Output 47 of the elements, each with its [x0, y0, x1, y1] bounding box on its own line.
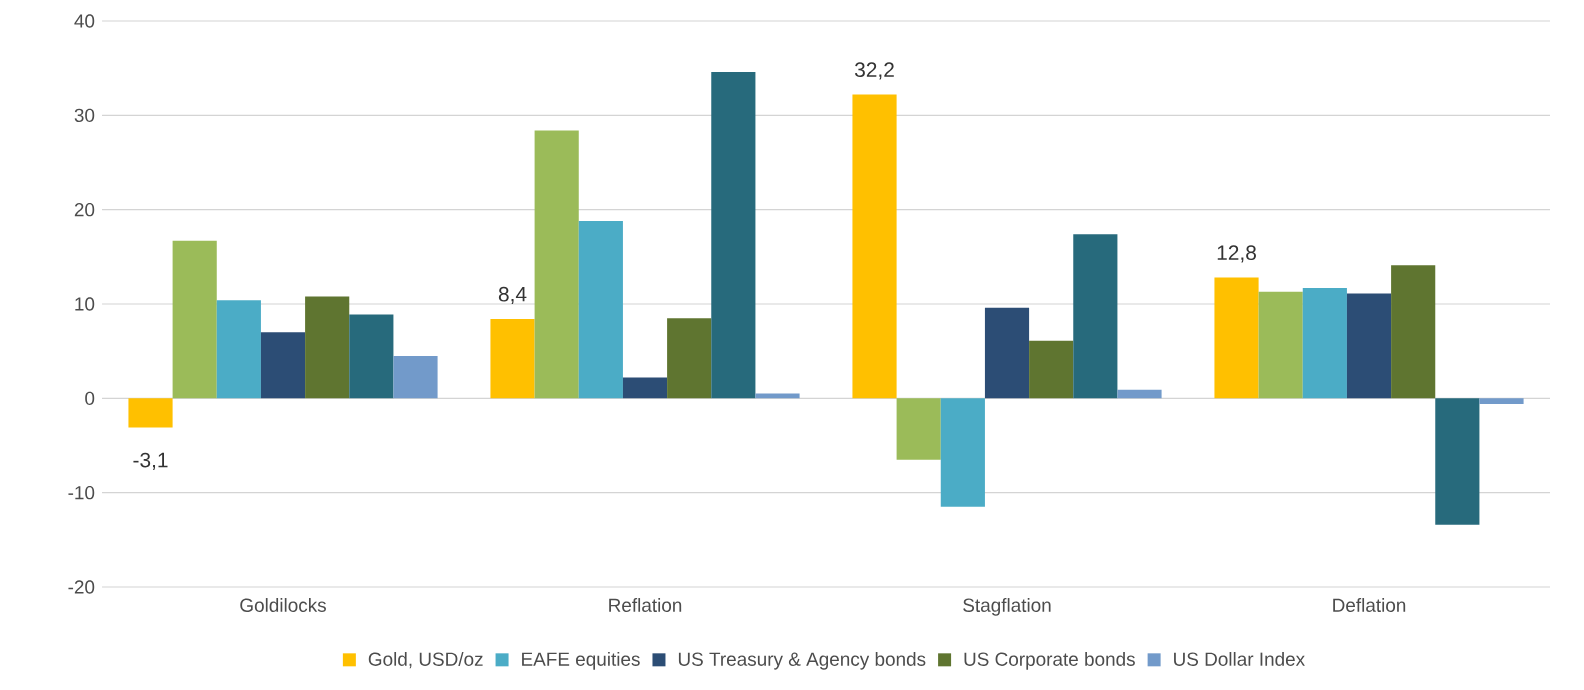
bar	[1117, 389, 1162, 399]
bar	[260, 332, 306, 399]
y-tick-label: 0	[85, 391, 95, 406]
y-tick-label: 10	[75, 297, 95, 311]
bar	[1346, 293, 1392, 399]
bar	[393, 355, 438, 399]
bar	[1214, 277, 1259, 399]
bar	[490, 319, 535, 399]
data-label: 32,2	[854, 62, 894, 80]
bar	[172, 240, 217, 399]
bar	[349, 314, 394, 399]
y-tick-label: 20	[74, 202, 95, 217]
bar	[1479, 398, 1524, 404]
x-tick-label: Stagflation	[963, 598, 1051, 616]
legend-label: Gold, USD/oz	[368, 651, 483, 669]
bar	[534, 130, 579, 399]
bar	[852, 94, 897, 399]
bar	[1029, 340, 1074, 399]
bar	[305, 296, 350, 399]
data-label: 12,8	[1217, 245, 1256, 263]
bar	[940, 398, 985, 507]
x-tick-label: Goldilocks	[240, 598, 326, 612]
bar	[128, 398, 173, 428]
legend-label: US Dollar Index	[1174, 651, 1305, 666]
x-tick-label: Reflation	[609, 598, 682, 612]
data-label: -3,1	[133, 452, 168, 470]
legend-label: US Corporate bonds	[964, 651, 1135, 670]
y-tick-label: -20	[68, 580, 95, 594]
bar	[216, 300, 261, 399]
bar	[1258, 291, 1303, 399]
y-tick-label: 40	[74, 14, 95, 28]
bar	[578, 220, 623, 399]
bar	[1073, 234, 1118, 399]
bar	[896, 398, 941, 460]
bar	[711, 71, 756, 399]
bar	[1391, 265, 1436, 399]
y-tick-label: 30	[74, 108, 95, 123]
bar	[667, 318, 712, 399]
bar	[1435, 398, 1480, 525]
data-label: 8,4	[498, 286, 527, 305]
legend-label: US Treasury & Agency bonds	[678, 651, 926, 670]
legend-label: EAFE equities	[522, 651, 640, 670]
x-tick-label: Deflation	[1333, 598, 1406, 612]
bar	[984, 307, 1030, 399]
bar	[622, 377, 668, 399]
y-tick-label: -10	[68, 485, 95, 500]
bar	[1302, 287, 1347, 399]
